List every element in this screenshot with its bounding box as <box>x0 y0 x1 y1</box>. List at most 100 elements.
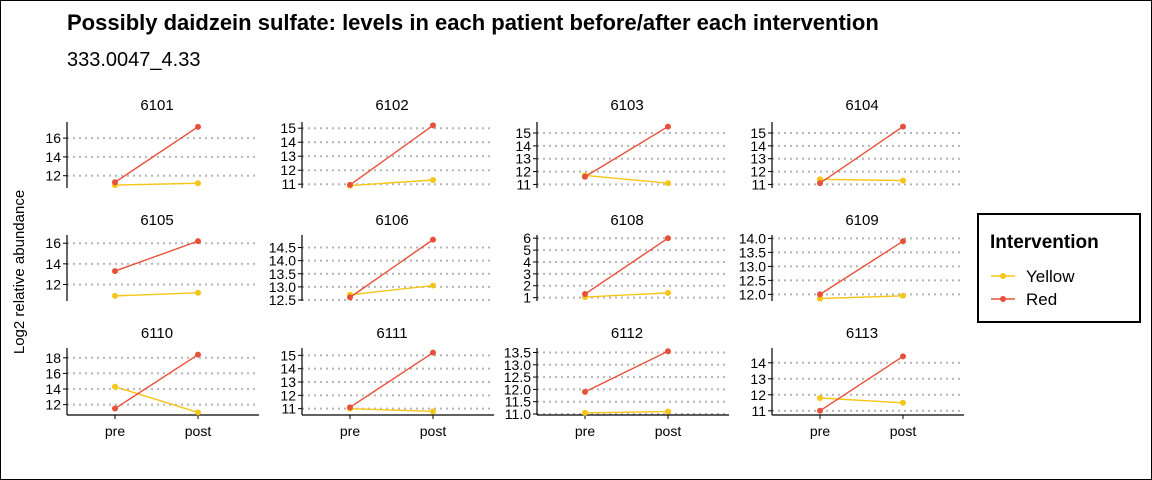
y-tick-label: 13 <box>750 151 766 167</box>
data-point-yellow-pre <box>817 295 823 302</box>
data-point-red-post <box>195 123 201 130</box>
y-axis-label: Log2 relative abundance <box>11 190 28 354</box>
y-tick-label: 3 <box>523 266 531 282</box>
legend-key-point <box>1000 296 1006 302</box>
chart-title: Possibly daidzein sulfate: levels in eac… <box>67 10 879 35</box>
y-tick-label: 12 <box>280 162 296 178</box>
panel-title: 6112 <box>611 325 643 342</box>
facet-panels: 6101121416610211121314156103111213141561… <box>45 97 964 439</box>
y-tick-label: 12 <box>750 164 766 180</box>
data-point-yellow-pre <box>582 409 588 416</box>
panel-6106: 6106 12.513.013.514.014.5 <box>269 212 494 308</box>
y-tick-label: 14 <box>45 149 61 165</box>
series-line-yellow <box>819 397 904 404</box>
data-point-red-pre <box>582 291 588 298</box>
data-point-red-pre <box>112 405 118 412</box>
panel-6109: 6109 12.012.513.013.514.0 <box>739 212 964 302</box>
y-tick-label: 11 <box>281 176 296 192</box>
panel-title: 6103 <box>610 97 643 114</box>
series-line-yellow <box>349 407 434 413</box>
series-line-yellow <box>584 292 669 298</box>
data-point-yellow-pre <box>817 395 823 401</box>
y-tick-label: 12 <box>45 168 61 184</box>
y-tick-label: 14.5 <box>269 240 296 256</box>
y-tick-label: 11 <box>751 176 766 192</box>
y-tick-label: 11.5 <box>505 394 531 410</box>
y-tick-label: 14 <box>45 256 61 272</box>
y-tick-label: 11 <box>751 403 766 419</box>
series-line-yellow <box>349 179 434 187</box>
series-line-yellow <box>584 410 669 414</box>
data-point-yellow-post <box>430 408 436 415</box>
y-tick-label: 14 <box>45 381 61 397</box>
data-point-red-pre <box>112 268 118 275</box>
data-point-red-post <box>195 351 201 358</box>
y-tick-label: 14.0 <box>739 230 766 246</box>
y-tick-label: 11 <box>281 401 296 417</box>
x-tick-label: post <box>185 423 212 439</box>
y-tick-label: 1 <box>523 290 531 306</box>
y-tick-label: 14.0 <box>269 253 296 269</box>
series-line-yellow <box>819 178 904 182</box>
y-tick-label: 14 <box>750 138 766 154</box>
legend-label: Red <box>1026 290 1057 309</box>
data-point-red-pre <box>817 291 823 298</box>
x-tick-label: post <box>420 423 447 439</box>
legend: Intervention Yellow Red <box>977 213 1141 323</box>
legend-label: Yellow <box>1026 267 1075 286</box>
series-line-red <box>584 125 669 178</box>
y-tick-label: 13 <box>515 151 531 167</box>
panel-title: 6109 <box>845 212 878 229</box>
data-point-red-pre <box>582 388 588 395</box>
y-tick-label: 11.0 <box>505 406 531 422</box>
data-point-red-post <box>900 238 906 245</box>
panel-title: 6101 <box>140 97 173 114</box>
y-tick-label: 15 <box>280 120 296 136</box>
x-tick-label: post <box>890 423 917 439</box>
y-tick-label: 15 <box>515 125 531 141</box>
y-tick-label: 14 <box>280 134 296 150</box>
legend-title: Intervention <box>990 232 1099 253</box>
data-point-yellow-post <box>430 177 436 183</box>
data-point-red-pre <box>112 179 118 186</box>
series-line-yellow <box>819 295 904 300</box>
data-point-yellow-post <box>900 177 906 184</box>
data-point-red-post <box>665 123 671 130</box>
data-point-yellow-pre <box>112 292 118 299</box>
series-line-red <box>819 240 904 295</box>
legend-box <box>977 213 1141 323</box>
y-tick-label: 18 <box>45 350 61 366</box>
y-tick-label: 14 <box>515 138 531 154</box>
panel-title: 6105 <box>140 212 173 229</box>
series-line-red <box>819 355 904 412</box>
y-tick-label: 13.5 <box>269 266 296 282</box>
y-tick-label: 15 <box>280 347 296 363</box>
panel-6112: 6112 11.011.512.012.513.013.5 pre post <box>504 325 729 439</box>
panel-title: 6110 <box>141 325 173 342</box>
data-point-red-pre <box>347 404 353 411</box>
series-line-red <box>584 350 669 393</box>
data-point-yellow-pre <box>112 383 118 390</box>
series-line-yellow <box>114 292 199 297</box>
panel-title: 6102 <box>375 97 408 114</box>
data-point-yellow-post <box>195 289 201 296</box>
series-line-red <box>819 125 904 184</box>
x-tick-label: pre <box>105 423 125 439</box>
data-point-yellow-post <box>195 180 201 187</box>
x-tick-label: post <box>655 423 682 439</box>
data-point-red-post <box>900 353 906 360</box>
y-tick-label: 13 <box>280 374 296 390</box>
panel-title: 6113 <box>846 325 878 342</box>
data-point-yellow-post <box>665 180 671 187</box>
x-tick-label: pre <box>340 423 360 439</box>
y-tick-label: 6 <box>523 230 531 246</box>
y-tick-label: 14 <box>750 355 766 371</box>
y-tick-label: 12 <box>45 277 61 293</box>
y-tick-label: 12 <box>280 387 296 403</box>
y-tick-label: 5 <box>523 242 531 258</box>
